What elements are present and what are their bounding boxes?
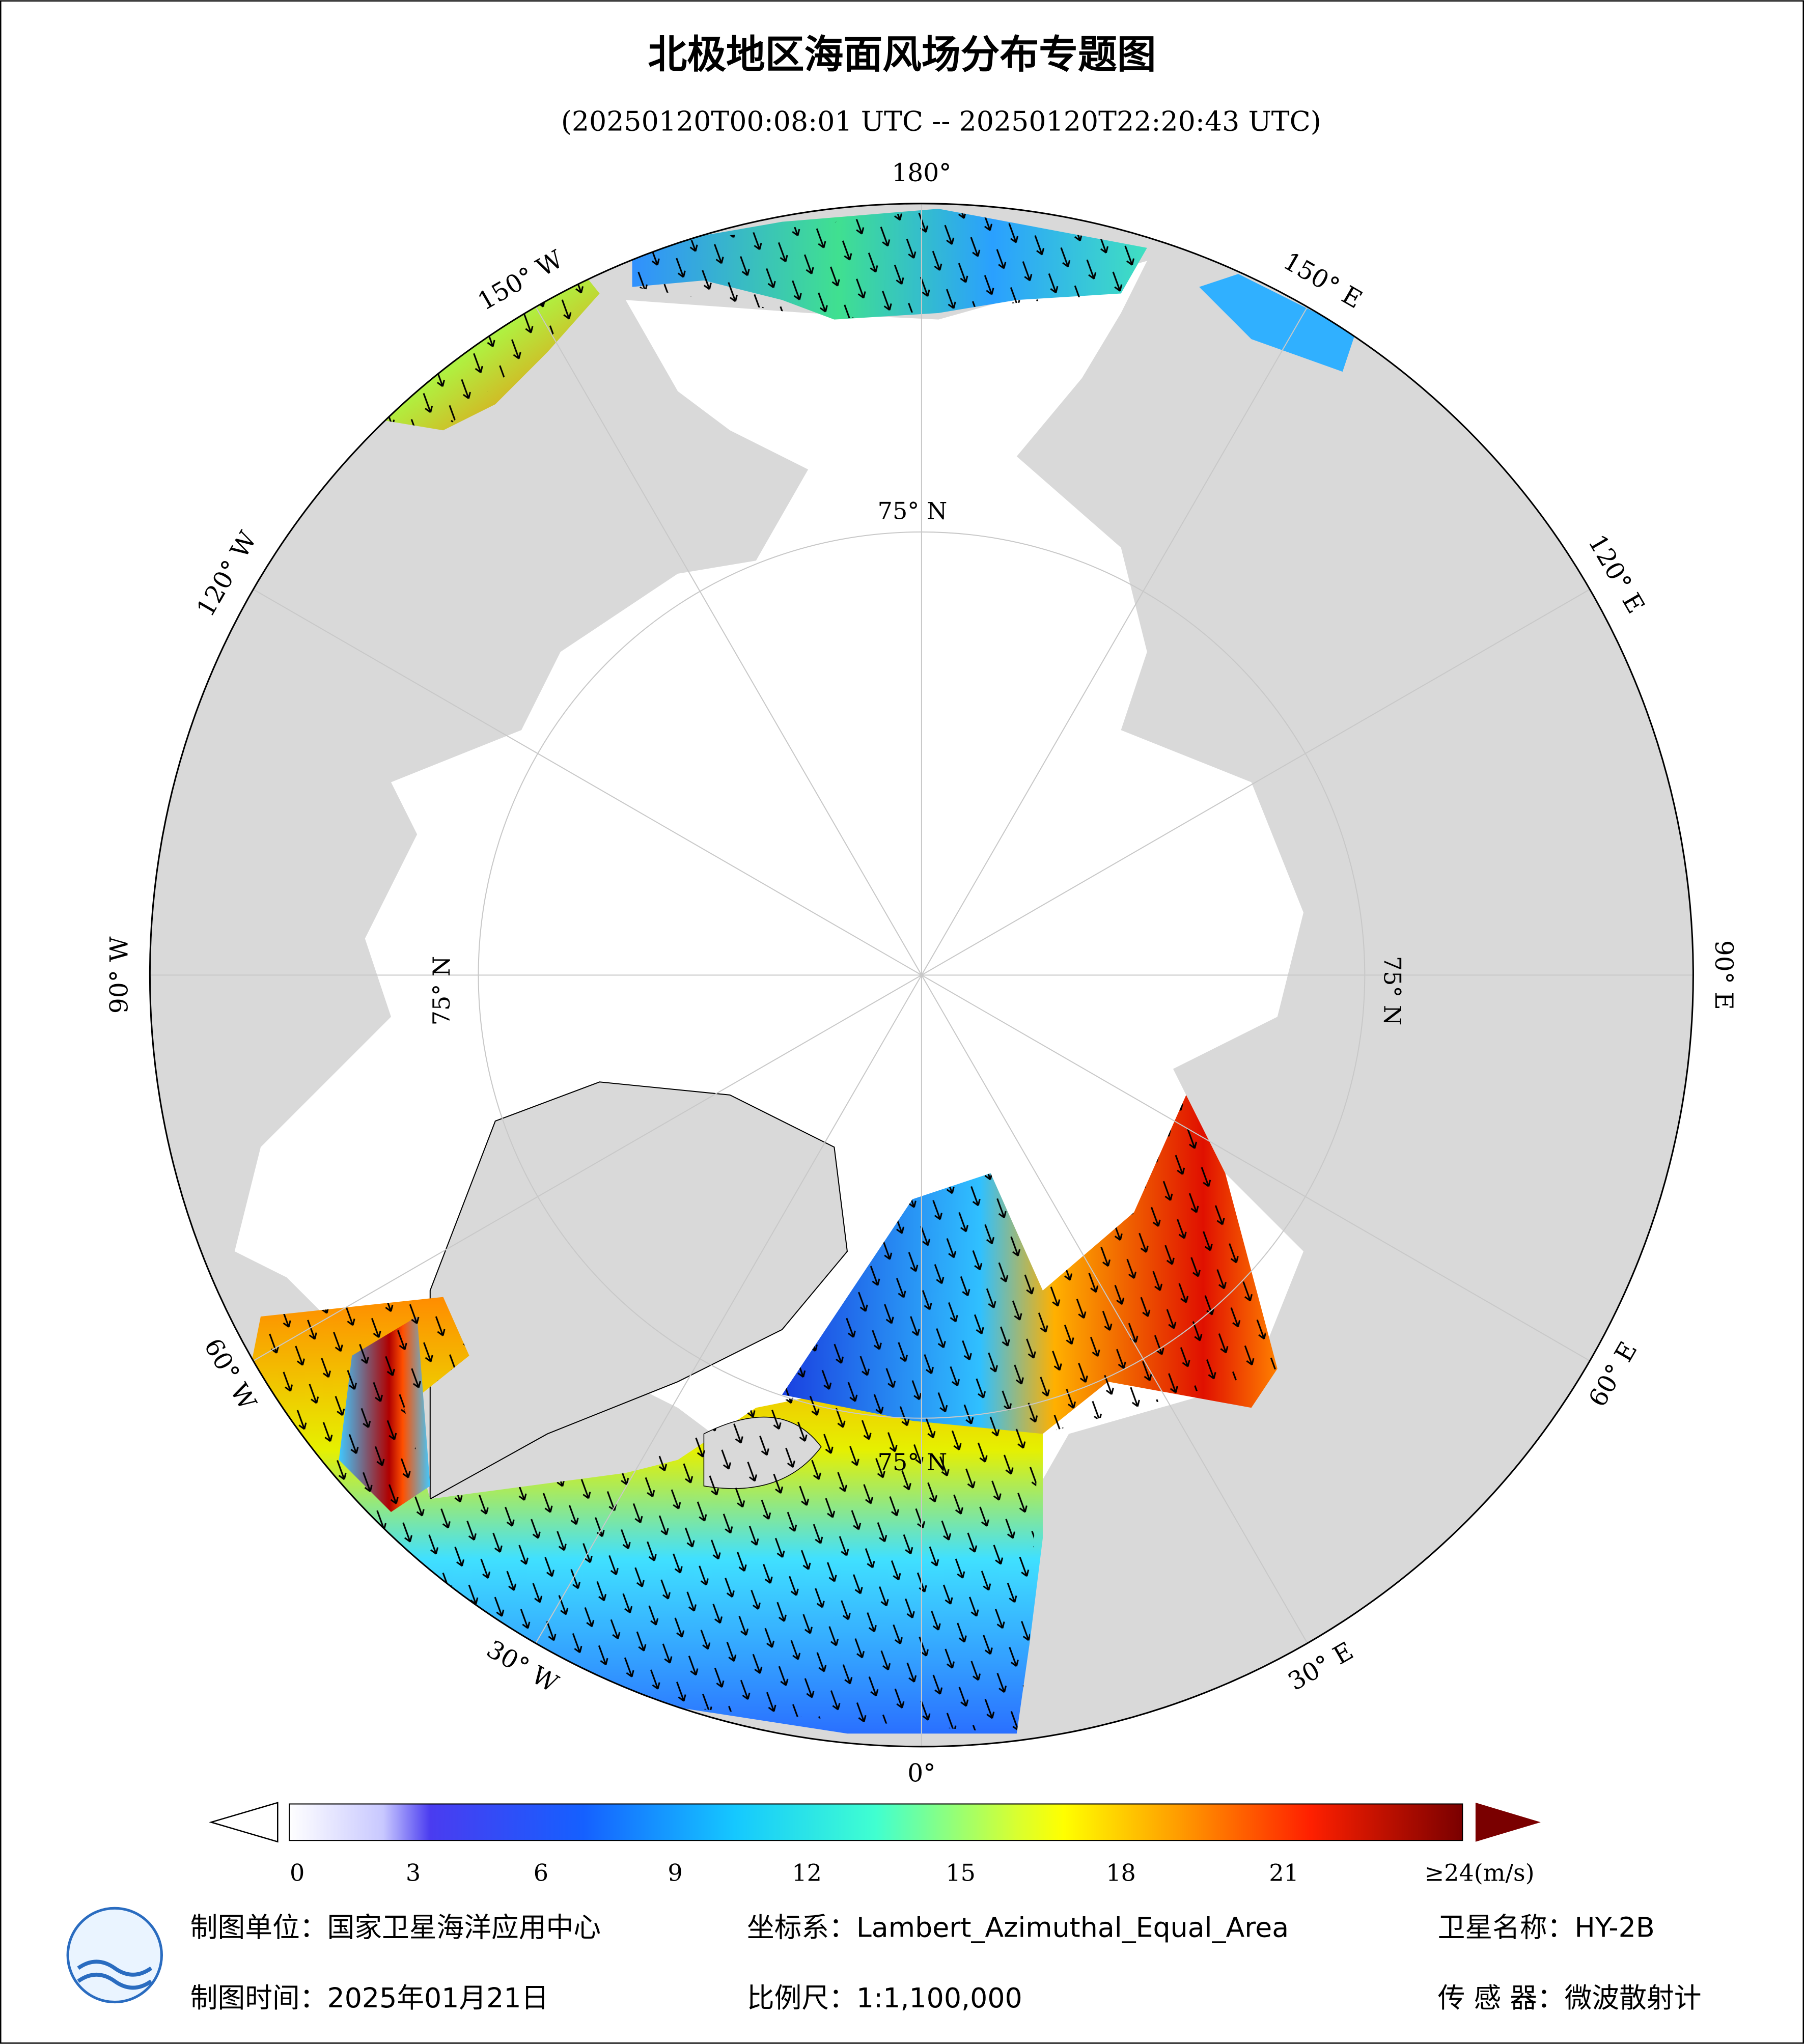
colorbar-tick-label: 12 <box>792 1859 822 1887</box>
footer-scale: 比例尺：1:1,100,000 <box>747 1982 1022 2014</box>
meridian <box>253 589 922 976</box>
graticule <box>150 203 1694 1747</box>
colorbar-tick-label: 0 <box>290 1859 304 1887</box>
lat-label: 75° N <box>878 1448 948 1476</box>
lat-label: 75° N <box>878 497 948 524</box>
greenland <box>429 1081 848 1500</box>
lon-label: 180° <box>892 159 951 187</box>
map-border <box>149 203 1694 1748</box>
colorbar-tick-label: 9 <box>668 1859 682 1887</box>
colorbar-tick-label: 6 <box>534 1859 548 1887</box>
colorbar-over <box>1475 1802 1541 1842</box>
meridian <box>921 306 1308 975</box>
lon-label: 90° E <box>1709 940 1738 1010</box>
meridian <box>921 974 1308 1644</box>
meridian <box>253 974 922 1361</box>
wind-patches <box>247 209 1356 1734</box>
logo-waves <box>77 1959 153 1990</box>
colorbar-under <box>209 1802 279 1843</box>
footer-satellite: 卫星名称：HY-2B <box>1438 1912 1655 1944</box>
okhotsk-wind <box>1199 274 1356 372</box>
colorbar-tick-label: 3 <box>406 1859 421 1887</box>
meridian <box>535 974 922 1644</box>
colorbar-tick-label: 18 <box>1106 1859 1136 1887</box>
footer-sensor: 传 感 器：微波散射计 <box>1438 1982 1702 2014</box>
colorbar-tick-label: 21 <box>1269 1859 1299 1887</box>
meridian <box>921 589 1590 976</box>
footer-unit: 制图单位：国家卫星海洋应用中心 <box>190 1912 601 1944</box>
meridian <box>921 974 1590 1361</box>
lon-label: 90° W <box>105 937 134 1014</box>
lat-label: 75° N <box>428 956 455 1026</box>
logo <box>66 1907 163 2004</box>
title: 北极地区海面风场分布专题图 <box>648 33 1156 78</box>
footer: 制图单位：国家卫星海洋应用中心 坐标系：Lambert_Azimuthal_Eq… <box>66 1907 1702 2014</box>
colorbar: 0 3 6 9 12 15 18 21 ≥24(m/s) <box>209 1802 1541 1887</box>
colorbar-bar <box>289 1803 1463 1841</box>
footer-date: 制图时间：2025年01月21日 <box>190 1982 549 2014</box>
footer-crs: 坐标系：Lambert_Azimuthal_Equal_Area <box>747 1912 1289 1944</box>
meridian <box>535 306 922 975</box>
colorbar-tick-label: 15 <box>946 1859 976 1887</box>
lat-label: 75° N <box>1379 956 1406 1026</box>
map <box>150 203 1694 1747</box>
wind-arrows <box>260 209 1278 1734</box>
subtitle: (20250120T00:08:01 UTC -- 20250120T22:20… <box>561 105 1321 137</box>
colorbar-tick-label: ≥24(m/s) <box>1425 1859 1535 1887</box>
lon-label: 0° <box>907 1759 935 1788</box>
